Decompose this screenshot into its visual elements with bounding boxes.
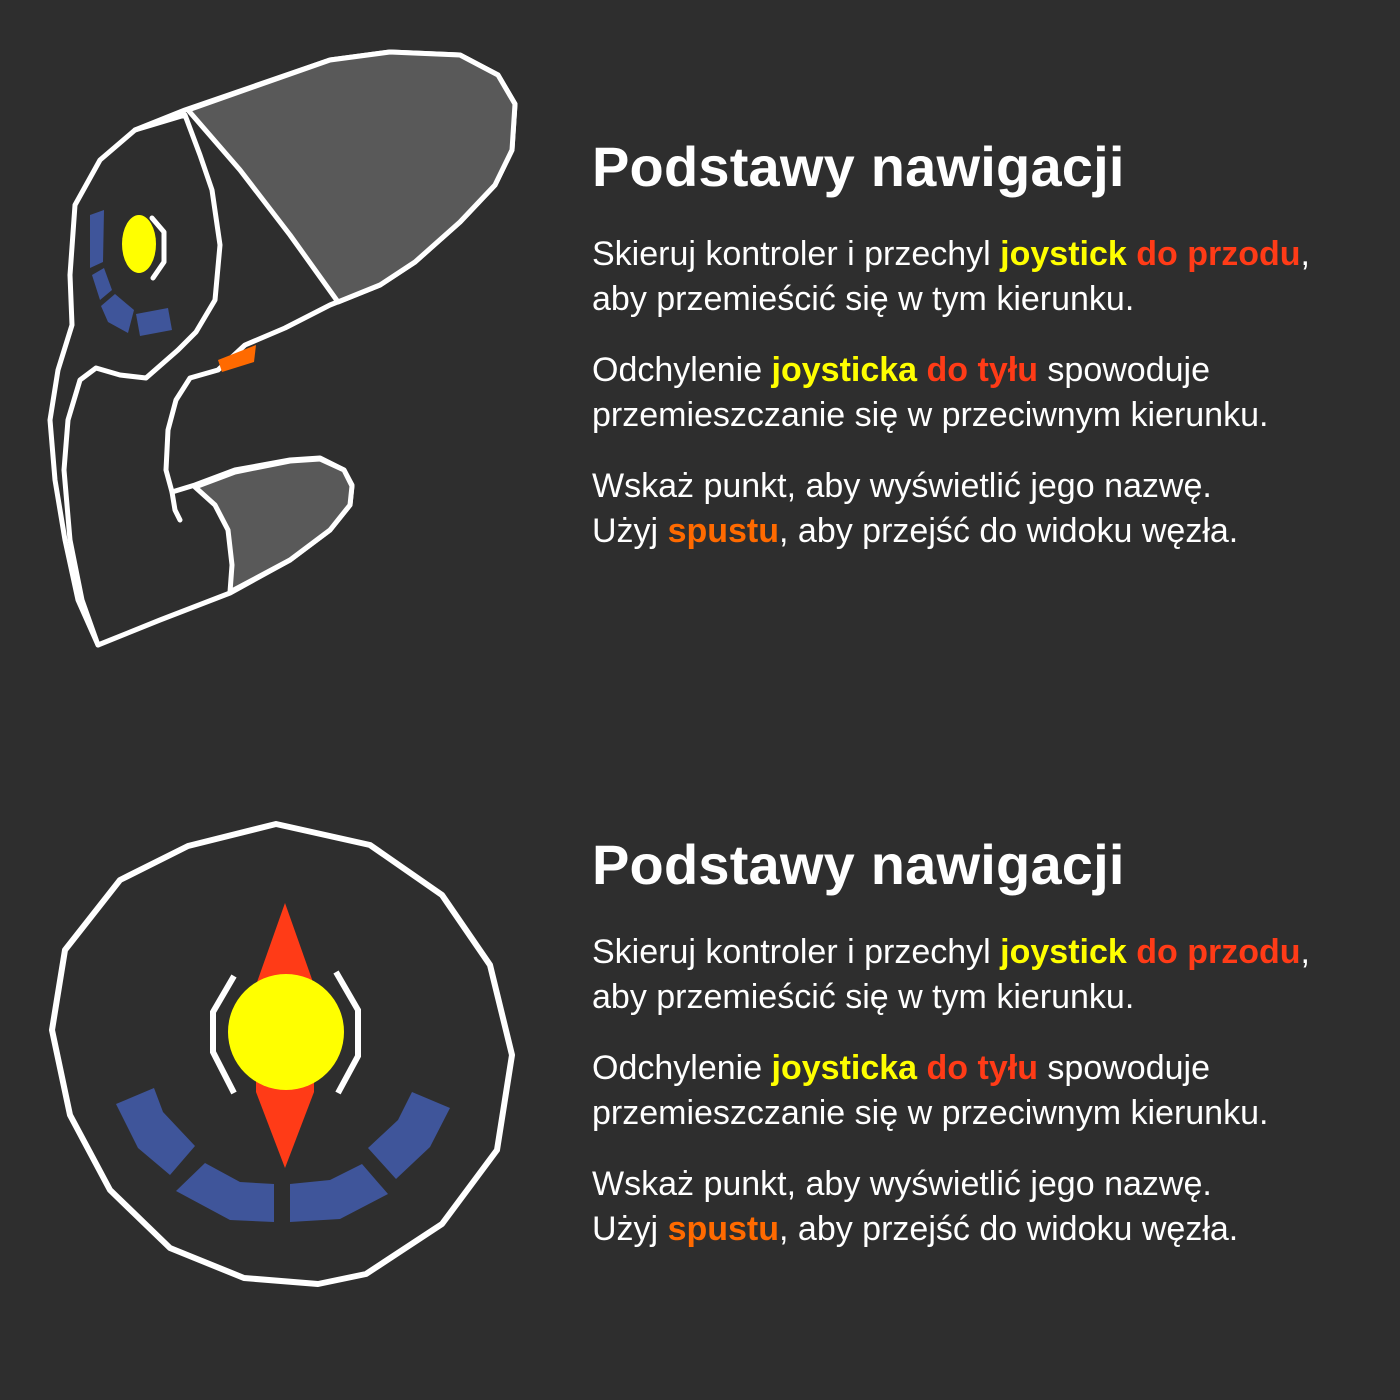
- trigger-term: spustu: [667, 1210, 780, 1248]
- controller-top-outline: [49, 821, 515, 1287]
- page-title: Podstawy nawigacji: [592, 135, 1125, 198]
- instruction-backward: Odchylenie joysticka do tyłu spowoduje p…: [592, 1049, 1269, 1132]
- navigation-panel-top: Podstawy nawigacji Skieruj kontroler i p…: [47, 49, 1372, 648]
- trigger-icon: [218, 345, 256, 372]
- controller-front-cap: [185, 49, 518, 305]
- instruction-forward: Skieruj kontroler i przechyl joystick do…: [592, 235, 1310, 318]
- joystick-icon: [228, 974, 344, 1090]
- navigation-panel-bottom: Podstawy nawigacji Skieruj kontroler i p…: [0, 700, 1400, 1400]
- touchpad-ring-side: [90, 210, 172, 336]
- direction-forward-term: do przodu: [1136, 235, 1301, 273]
- instruction-point-trigger: Wskaż punkt, aby wyświetlić jego nazwę. U…: [592, 467, 1239, 550]
- vr-controller-top-view-icon: [49, 821, 515, 1287]
- trigger-term: spustu: [667, 512, 780, 550]
- joystick-term: joysticka: [771, 1049, 918, 1087]
- instruction-forward: Skieruj kontroler i przechyl joystick do…: [592, 933, 1310, 1016]
- joystick-term: joysticka: [771, 351, 918, 389]
- joystick-icon: [122, 215, 156, 273]
- direction-backward-term: do tyłu: [926, 351, 1038, 389]
- joystick-term: joystick: [1000, 933, 1127, 971]
- touchpad-ring-icon: [116, 1088, 450, 1222]
- instruction-text: Podstawy nawigacji Skieruj kontroler i p…: [592, 136, 1372, 580]
- vr-controller-side-view-icon: [47, 49, 518, 648]
- instruction-point-trigger: Wskaż punkt, aby wyświetlić jego nazwę. U…: [592, 1165, 1239, 1248]
- controller-head-outline: [61, 112, 223, 648]
- joystick-term: joystick: [1000, 235, 1127, 273]
- instruction-backward: Odchylenie joysticka do tyłu spowoduje p…: [592, 351, 1269, 434]
- instruction-text: Podstawy nawigacji Skieruj kontroler i p…: [592, 834, 1372, 1278]
- direction-backward-term: do tyłu: [926, 1049, 1038, 1087]
- controller-grip-button: [192, 456, 355, 595]
- page-title: Podstawy nawigacji: [592, 833, 1125, 896]
- direction-forward-term: do przodu: [1136, 933, 1301, 971]
